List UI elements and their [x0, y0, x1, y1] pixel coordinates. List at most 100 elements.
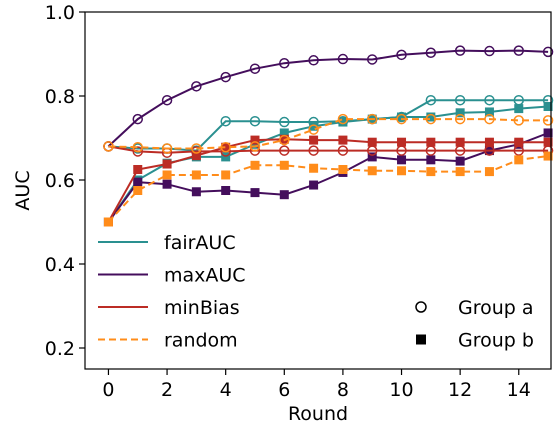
y-tick-label: 0.2 — [45, 338, 75, 360]
point-maxAUC-group-b — [133, 177, 143, 187]
group-legend-label: Group b — [458, 330, 534, 352]
point-minBias-group-b — [455, 137, 465, 147]
point-random-group-a — [308, 124, 319, 135]
point-maxAUC-group-a — [308, 55, 319, 66]
x-tick-label: 0 — [102, 379, 114, 401]
x-tick-label: 8 — [337, 379, 349, 401]
x-axis-ticks: 0 2 4 6 8 10 12 14 — [102, 369, 531, 401]
point-minBias-group-b — [162, 159, 172, 169]
point-random-group-b — [367, 166, 377, 176]
point-random-group-a — [454, 113, 466, 125]
plot-frame — [84, 11, 552, 370]
point-fairAUC-group-a — [425, 94, 437, 106]
point-maxAUC-group-b — [162, 179, 172, 189]
point-random-group-a — [249, 141, 261, 152]
point-minBias-group-b — [484, 137, 494, 147]
point-minBias-group-b — [514, 137, 524, 147]
point-maxAUC-group-b — [543, 128, 553, 138]
point-random-group-a — [542, 115, 554, 126]
point-minBias-group-b — [250, 135, 260, 145]
point-maxAUC-group-b — [221, 186, 231, 195]
point-maxAUC-group-b — [455, 156, 465, 166]
point-fairAUC-group-b — [279, 128, 289, 138]
legend: fairAUC maxAUC minBias random — [98, 232, 246, 352]
y-tick-label: 0.4 — [45, 254, 75, 276]
point-maxAUC-group-a — [484, 45, 495, 57]
point-maxAUC-group-b — [367, 152, 377, 162]
point-random-group-b — [103, 217, 113, 227]
y-tick-label: 1.0 — [45, 2, 75, 24]
x-tick-label: 4 — [220, 379, 232, 401]
group-legend-label: Group a — [458, 297, 534, 319]
series-minBias — [103, 134, 554, 227]
point-maxAUC-group-a — [366, 54, 378, 65]
point-fairAUC-group-b — [455, 108, 465, 118]
point-maxAUC-group-b — [250, 188, 260, 198]
point-random-group-a — [161, 143, 173, 154]
point-minBias-group-b — [543, 137, 553, 147]
point-random-group-b — [221, 170, 231, 180]
point-minBias-group-a — [337, 145, 349, 156]
point-random-group-b — [250, 160, 260, 170]
y-axis-ticks: 0.2 0.4 0.6 0.8 1.0 — [45, 2, 85, 360]
point-random-group-a — [425, 113, 437, 125]
legend-label-random: random — [164, 330, 238, 352]
point-fairAUC-group-b — [484, 107, 494, 117]
y-tick-label: 0.6 — [45, 170, 75, 192]
point-random-group-a — [484, 113, 495, 125]
point-fairAUC-group-b — [309, 121, 319, 131]
point-minBias-group-b — [426, 137, 436, 147]
series-line-maxAUC-group-a — [107, 49, 549, 148]
x-tick-label: 12 — [448, 379, 472, 401]
point-random-group-a — [132, 141, 144, 153]
series-line-random-group-b — [107, 155, 549, 223]
series-line-fairAUC-group-a — [108, 99, 549, 152]
point-random-group-b — [543, 151, 553, 161]
point-fairAUC-group-a — [279, 116, 290, 128]
point-fairAUC-group-b — [221, 152, 231, 162]
point-random-group-a — [513, 115, 525, 126]
group-a-marker — [415, 301, 427, 313]
y-axis-label: AUC — [12, 170, 34, 210]
point-random-group-a — [191, 143, 202, 154]
x-tick-label: 2 — [161, 379, 173, 401]
point-fairAUC-group-a — [484, 94, 495, 106]
series-maxAUC — [103, 45, 554, 227]
point-maxAUC-group-a — [161, 94, 173, 106]
x-tick-label: 14 — [507, 379, 531, 401]
point-fairAUC-group-b — [397, 112, 407, 122]
legend-label-minBias: minBias — [164, 297, 240, 319]
point-random-group-a — [337, 113, 349, 125]
point-minBias-group-b — [397, 137, 407, 147]
point-random-group-b — [514, 155, 524, 165]
point-random-group-b — [162, 170, 172, 180]
point-random-group-b — [279, 160, 289, 170]
point-random-group-b — [455, 167, 465, 177]
point-random-group-a — [220, 141, 231, 153]
point-maxAUC-group-b — [309, 180, 319, 190]
point-maxAUC-group-a — [425, 47, 437, 58]
group-b-marker — [416, 334, 426, 345]
point-random-group-b — [426, 167, 436, 177]
point-random-group-b — [191, 170, 201, 180]
point-minBias-group-b — [133, 165, 143, 174]
point-random-group-b — [484, 167, 494, 177]
point-maxAUC-group-a — [542, 46, 554, 58]
point-random-group-b — [133, 186, 143, 195]
point-maxAUC-group-a — [513, 45, 525, 56]
x-tick-label: 10 — [389, 379, 413, 401]
point-random-group-b — [309, 163, 319, 173]
point-maxAUC-group-a — [396, 49, 407, 61]
point-minBias-group-a — [279, 145, 290, 156]
point-minBias-group-b — [309, 135, 319, 145]
point-fairAUC-group-a — [220, 115, 231, 127]
point-fairAUC-group-b — [338, 117, 348, 127]
point-maxAUC-group-b — [279, 190, 289, 200]
point-fairAUC-group-b — [514, 104, 524, 114]
point-maxAUC-group-b — [397, 155, 407, 165]
legend-label-fairAUC: fairAUC — [164, 232, 236, 254]
point-maxAUC-group-a — [454, 45, 466, 56]
series-line-random-group-a — [108, 118, 549, 150]
point-random-group-a — [396, 113, 407, 125]
point-random-group-a — [103, 141, 114, 152]
